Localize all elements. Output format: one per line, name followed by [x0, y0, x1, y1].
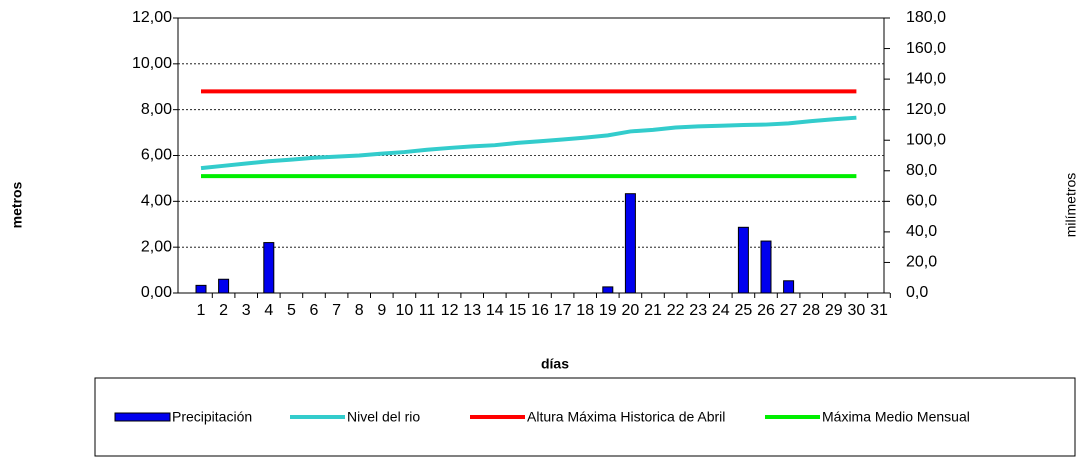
x-tick-label: 7 — [332, 302, 341, 319]
x-axis-title: días — [541, 356, 569, 372]
y2-tick-label: 120,0 — [906, 101, 946, 118]
bar — [783, 280, 795, 294]
x-tick-label: 29 — [825, 302, 843, 319]
legend-box — [94, 377, 1076, 457]
x-tick-label: 10 — [396, 302, 414, 319]
legend-label: Precipitación — [172, 409, 252, 425]
x-tick-label: 31 — [870, 302, 888, 319]
legend-label: Nivel del rio — [347, 409, 420, 425]
y-tick-label: 8,00 — [141, 101, 172, 118]
bar — [218, 278, 230, 294]
x-tick-label: 28 — [802, 302, 820, 319]
bar — [737, 226, 749, 294]
x-tick-label: 8 — [355, 302, 364, 319]
x-tick-label: 18 — [576, 302, 594, 319]
y2-tick-label: 140,0 — [906, 70, 946, 87]
bar — [602, 286, 614, 294]
y2-tick-label: 160,0 — [906, 40, 946, 57]
x-tick-label: 26 — [757, 302, 775, 319]
x-tick-label: 20 — [622, 302, 640, 319]
y-tick-label: 10,00 — [132, 55, 172, 72]
legend-swatch — [114, 412, 171, 422]
x-tick-label: 22 — [667, 302, 685, 319]
x-tick-label: 2 — [219, 302, 228, 319]
bar — [195, 284, 207, 294]
legend-label: Máxima Medio Mensual — [822, 409, 970, 425]
x-tick-label: 17 — [554, 302, 572, 319]
line — [200, 115, 857, 171]
y-tick-label: 2,00 — [141, 238, 172, 255]
y2-tick-label: 20,0 — [906, 254, 937, 271]
plot-border — [177, 17, 885, 294]
x-tick-label: 3 — [242, 302, 251, 319]
x-tick-label: 13 — [463, 302, 481, 319]
bar — [263, 242, 275, 294]
y-tick-label: 4,00 — [141, 193, 172, 210]
y2-tick-label: 40,0 — [906, 223, 937, 240]
x-tick-label: 11 — [419, 302, 436, 319]
x-tick-label: 25 — [735, 302, 753, 319]
y2-axis-title: milímetros — [1063, 173, 1079, 238]
y-axis-title: metros — [9, 181, 25, 228]
y-tick-label: 0,00 — [141, 284, 172, 301]
legend-label: Altura Máxima Historica de Abril — [527, 409, 725, 425]
x-tick-label: 16 — [531, 302, 549, 319]
y-tick-label: 12,00 — [132, 9, 172, 26]
x-tick-label: 23 — [689, 302, 707, 319]
x-tick-label: 30 — [848, 302, 866, 319]
y2-tick-label: 80,0 — [906, 162, 937, 179]
x-tick-label: 19 — [599, 302, 617, 319]
x-tick-label: 6 — [310, 302, 319, 319]
x-tick-label: 14 — [486, 302, 504, 319]
y2-tick-label: 180,0 — [906, 9, 946, 26]
y2-tick-label: 60,0 — [906, 193, 937, 210]
x-tick-label: 15 — [509, 302, 527, 319]
y2-tick-label: 0,0 — [906, 284, 928, 301]
x-tick-label: 21 — [644, 302, 662, 319]
bar — [624, 193, 636, 294]
x-tick-label: 1 — [197, 302, 206, 319]
x-tick-label: 5 — [287, 302, 296, 319]
y-tick-label: 6,00 — [141, 147, 172, 164]
bar — [760, 240, 772, 294]
x-tick-label: 4 — [264, 302, 273, 319]
x-tick-label: 24 — [712, 302, 730, 319]
y2-tick-label: 100,0 — [906, 131, 946, 148]
x-tick-label: 12 — [441, 302, 459, 319]
x-tick-label: 27 — [780, 302, 798, 319]
x-tick-label: 9 — [377, 302, 386, 319]
